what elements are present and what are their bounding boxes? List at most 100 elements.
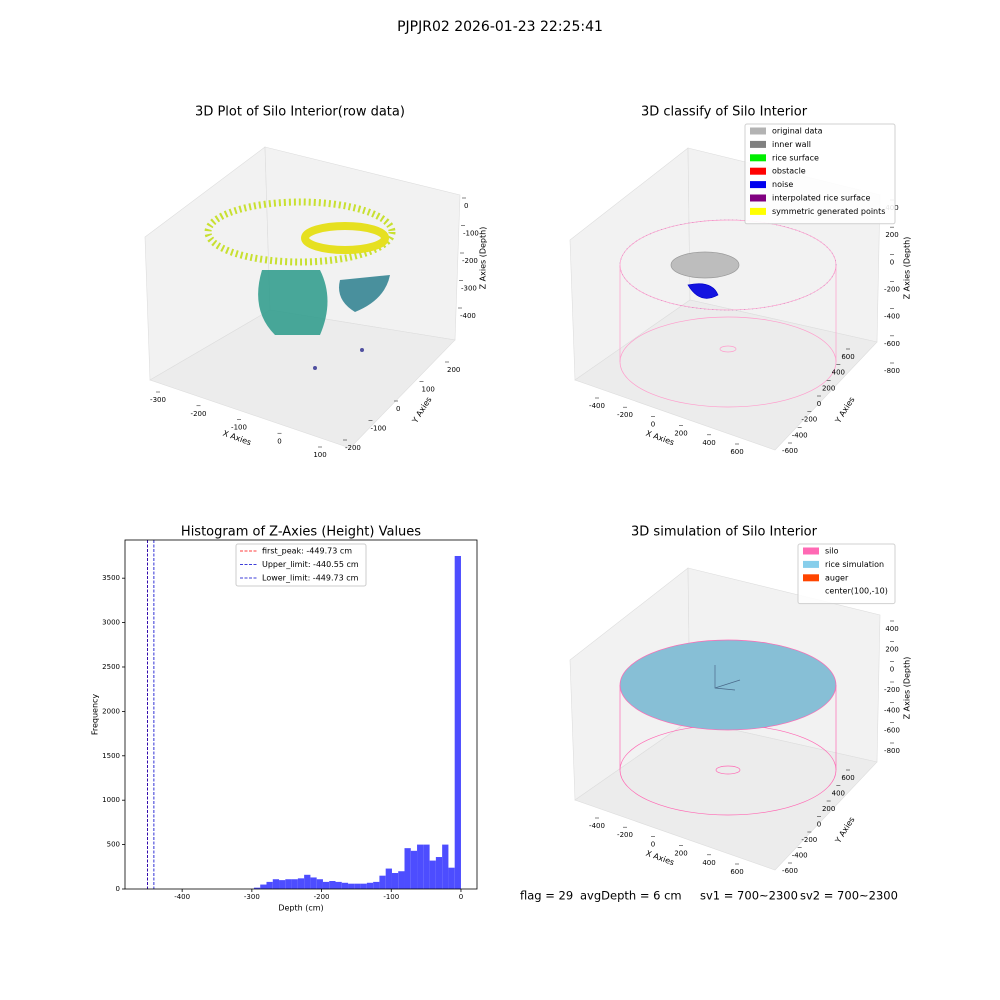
y-tick-label: -400 xyxy=(792,431,808,439)
bar xyxy=(379,875,386,889)
chart-title: 3D classify of Silo Interior xyxy=(641,105,808,120)
y-tick-label: 600 xyxy=(841,774,854,782)
z-tick-label: 400 xyxy=(885,625,898,633)
y-tick-label: 0 xyxy=(116,885,120,893)
legend-box xyxy=(235,543,367,587)
silo-simulation xyxy=(619,639,837,816)
legend-swatch xyxy=(750,207,766,215)
bar xyxy=(410,850,418,889)
z-tick-label: -800 xyxy=(884,747,900,755)
x-tick-label: -200 xyxy=(191,410,207,418)
bar xyxy=(260,884,267,889)
y-tick-label: 500 xyxy=(107,841,120,849)
bar xyxy=(423,844,430,889)
x-tick-label: 400 xyxy=(702,859,715,867)
legend-label: noise xyxy=(772,180,793,189)
x-tick-label: 200 xyxy=(674,430,687,438)
y-tick-label: 2000 xyxy=(102,707,120,715)
y-axis-label: Y Axies xyxy=(833,815,857,845)
y-tick-label: 200 xyxy=(822,805,835,813)
chart-title: Histogram of Z-Axies (Height) Values xyxy=(181,525,421,540)
bar xyxy=(429,860,436,889)
legend-swatch xyxy=(803,547,819,555)
z-tick-label: -800 xyxy=(884,367,900,375)
y-tick-label: -200 xyxy=(801,836,817,844)
bar xyxy=(329,881,336,889)
z-tick-label: 200 xyxy=(885,645,898,653)
status-text: sv1 = 700~2300 xyxy=(700,889,798,903)
bar xyxy=(448,867,455,889)
y-axis-label: Y Axies xyxy=(833,395,857,425)
x-axis-label: X Axies xyxy=(645,849,676,868)
z-tick-label: -400 xyxy=(460,312,476,320)
figure-title: PJPJR02 2026-01-23 22:25:41 xyxy=(397,19,603,35)
x-tick-label: -300 xyxy=(244,893,260,901)
chart-title: 3D simulation of Silo Interior xyxy=(631,525,818,540)
y-tick-label: -200 xyxy=(801,416,817,424)
legend-box xyxy=(744,123,896,225)
z-tick-label: 0 xyxy=(890,666,894,674)
status-text: flag = 29 xyxy=(520,889,573,903)
y-tick-label: 1000 xyxy=(102,796,120,804)
x-tick-label: 100 xyxy=(313,451,326,459)
bar xyxy=(253,887,261,889)
legend-label: silo xyxy=(825,547,839,556)
bar xyxy=(272,879,280,889)
z-tick-label: -100 xyxy=(463,230,479,238)
chart-title: 3D Plot of Silo Interior(row data) xyxy=(195,105,405,120)
bar xyxy=(297,878,305,889)
y-tick-label: -600 xyxy=(782,447,798,455)
y-axis-label: Frequency xyxy=(91,694,100,736)
legend-box xyxy=(797,543,896,605)
legend-label: Upper_limit: -440.55 cm xyxy=(262,560,359,569)
bar xyxy=(385,868,392,889)
bar xyxy=(360,883,367,889)
y-tick-label: 1500 xyxy=(102,752,120,760)
legend-swatch xyxy=(750,167,766,175)
legend-swatch xyxy=(803,560,819,568)
y-tick-label: -400 xyxy=(792,852,808,860)
x-tick-label: 0 xyxy=(459,893,463,901)
x-tick-label: -100 xyxy=(383,893,399,901)
bar xyxy=(454,555,461,889)
legend-label: first_peak: -449.73 cm xyxy=(262,547,352,556)
status-text: sv2 = 700~2300 xyxy=(800,889,898,903)
x-tick-label: -300 xyxy=(150,396,166,404)
bar xyxy=(435,857,443,889)
y-tick-label: 100 xyxy=(422,386,435,394)
legend-label: inner wall xyxy=(772,140,811,149)
bar xyxy=(316,879,323,889)
z-tick-label: 0 xyxy=(464,202,468,210)
y-tick-label: 0 xyxy=(396,405,400,413)
silo-wireframe xyxy=(619,219,837,408)
x-tick-label: 600 xyxy=(730,448,743,456)
x-tick-label: 400 xyxy=(702,439,715,447)
bar xyxy=(322,881,330,889)
x-tick-label: -400 xyxy=(589,402,605,410)
y-tick-label: 0 xyxy=(817,821,821,829)
z-tick-label: 200 xyxy=(885,231,898,239)
x-tick-label: 0 xyxy=(277,437,281,445)
z-tick-label: -600 xyxy=(884,727,900,735)
status-text: avgDepth = 6 cm xyxy=(580,889,682,903)
bar xyxy=(404,848,411,889)
z-axis-label: Z Axies (Depth) xyxy=(903,237,912,300)
y-axis-label: Y Axies xyxy=(410,395,434,425)
z-axis-label: Z Axies (Depth) xyxy=(903,657,912,720)
x-tick-label: -200 xyxy=(617,411,633,419)
legend-label: interpolated rice surface xyxy=(772,194,870,203)
z-axis-label: Z Axies (Depth) xyxy=(479,227,488,290)
x-tick-label: -200 xyxy=(314,893,330,901)
legend-label: obstacle xyxy=(772,167,806,176)
y-tick-label: 0 xyxy=(817,400,821,408)
legend-swatch xyxy=(750,194,766,202)
bar xyxy=(266,881,273,889)
z-tick-label: -400 xyxy=(884,313,900,321)
x-tick-label: -400 xyxy=(174,893,190,901)
legend-label: original data xyxy=(772,127,823,136)
bar xyxy=(442,844,449,889)
bar xyxy=(348,883,355,889)
bar xyxy=(417,844,424,889)
